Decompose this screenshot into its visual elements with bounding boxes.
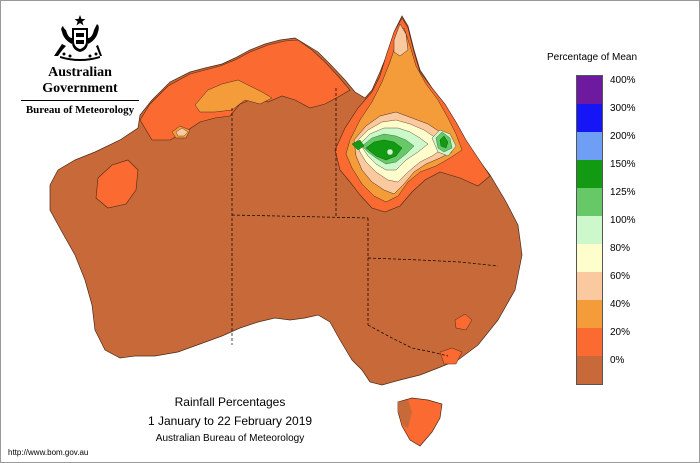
legend-swatch bbox=[577, 328, 602, 356]
legend-swatch bbox=[577, 132, 602, 160]
legend-label: 40% bbox=[610, 299, 631, 310]
state-borders bbox=[231, 88, 499, 357]
map-period: 1 January to 22 February 2019 bbox=[147, 414, 313, 428]
legend-label: 150% bbox=[610, 159, 636, 170]
legend-swatch bbox=[577, 244, 602, 272]
legend-label: 300% bbox=[610, 103, 636, 114]
qld-nsw-border bbox=[367, 257, 499, 267]
legend-swatch bbox=[577, 216, 602, 244]
map-source: Australian Bureau of Meteorology bbox=[155, 433, 305, 444]
victoria-coast-20-40 bbox=[439, 347, 463, 365]
nsw-vic-border bbox=[367, 324, 449, 357]
bureau-name: Bureau of Meteorology bbox=[25, 104, 135, 116]
kimberley-60-80 bbox=[175, 127, 189, 137]
government-name: Australian Government bbox=[42, 65, 118, 96]
south-coast-20-40 bbox=[454, 313, 473, 331]
legend-label: 20% bbox=[610, 327, 631, 338]
map-title-block: Rainfall Percentages 1 January to 22 Feb… bbox=[130, 395, 330, 444]
legend-label: 60% bbox=[610, 271, 631, 282]
pilbara-20-40 bbox=[95, 159, 139, 209]
bom-website-link[interactable]: http://www.bom.gov.au bbox=[8, 448, 89, 457]
nt-sa-border bbox=[231, 214, 369, 219]
gulf-150-200 bbox=[365, 139, 403, 161]
legend-swatch bbox=[577, 76, 602, 104]
legend-color-bar bbox=[576, 75, 603, 385]
legend-label: 400% bbox=[610, 75, 636, 86]
legend-swatch bbox=[577, 160, 602, 188]
map-title: Rainfall Percentages bbox=[174, 395, 286, 409]
legend-swatch bbox=[577, 300, 602, 328]
header-divider bbox=[21, 100, 139, 101]
legend-label: 200% bbox=[610, 131, 636, 142]
legend-swatch bbox=[577, 188, 602, 216]
coat-of-arms-icon bbox=[54, 15, 102, 61]
government-logo-block: Australian Government Bureau of Meteorol… bbox=[10, 14, 150, 116]
townsville-150-200 bbox=[439, 135, 449, 149]
gulf-150-200-west bbox=[351, 139, 365, 151]
legend-title: Percentage of Mean bbox=[547, 52, 638, 63]
legend-swatch bbox=[577, 272, 602, 300]
legend-label: 0% bbox=[610, 355, 625, 366]
legend-swatch bbox=[577, 104, 602, 132]
legend-label: 80% bbox=[610, 243, 631, 254]
gulf-small-wet-spot bbox=[386, 148, 394, 156]
legend-label: 125% bbox=[610, 187, 636, 198]
legend-swatch bbox=[577, 356, 602, 384]
legend-label: 100% bbox=[610, 215, 636, 226]
top-end-40-60 bbox=[194, 79, 273, 113]
tasmania-west bbox=[398, 400, 412, 428]
cape-york-60-80 bbox=[393, 23, 409, 57]
